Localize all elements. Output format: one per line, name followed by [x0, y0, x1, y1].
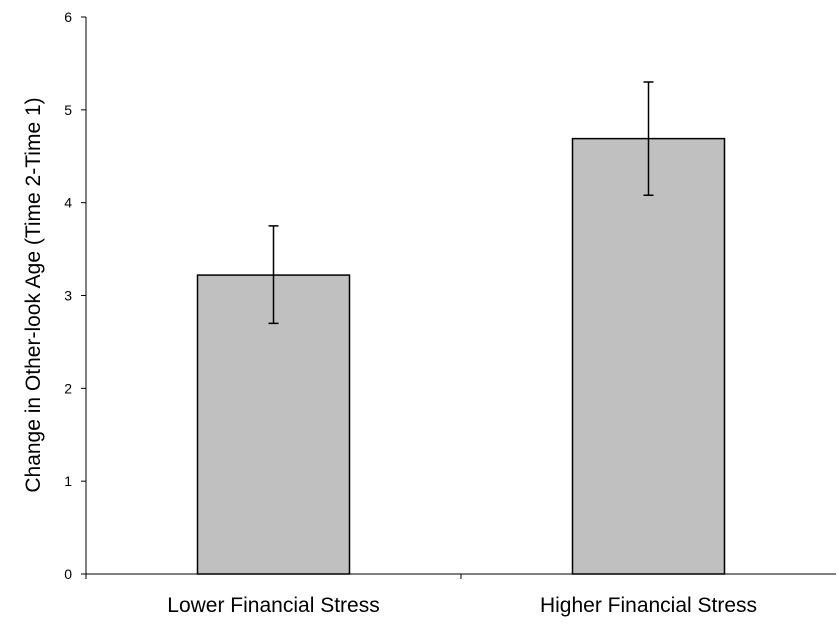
y-tick-label: 1	[64, 473, 72, 489]
x-axis-ticks	[85, 574, 462, 579]
x-axis-category-labels: Lower Financial Stress Higher Financial S…	[167, 594, 757, 617]
x-category-label: Higher Financial Stress	[540, 594, 757, 617]
y-tick-label: 3	[64, 288, 72, 304]
y-tick-label: 0	[64, 566, 72, 582]
y-tick-label: 4	[64, 195, 72, 211]
error-bars-group	[268, 81, 654, 325]
y-axis-title: Change in Other-look Age (Time 2-Time 1)	[22, 97, 45, 492]
y-tick-label: 2	[64, 380, 72, 396]
x-category-label: Lower Financial Stress	[167, 594, 379, 617]
bar	[571, 137, 726, 575]
bars-group	[196, 137, 726, 575]
y-tick-label: 5	[64, 102, 72, 118]
y-axis-ticks: 0 1 2 3 4 5 6	[64, 9, 86, 582]
y-tick-label: 6	[64, 9, 72, 25]
